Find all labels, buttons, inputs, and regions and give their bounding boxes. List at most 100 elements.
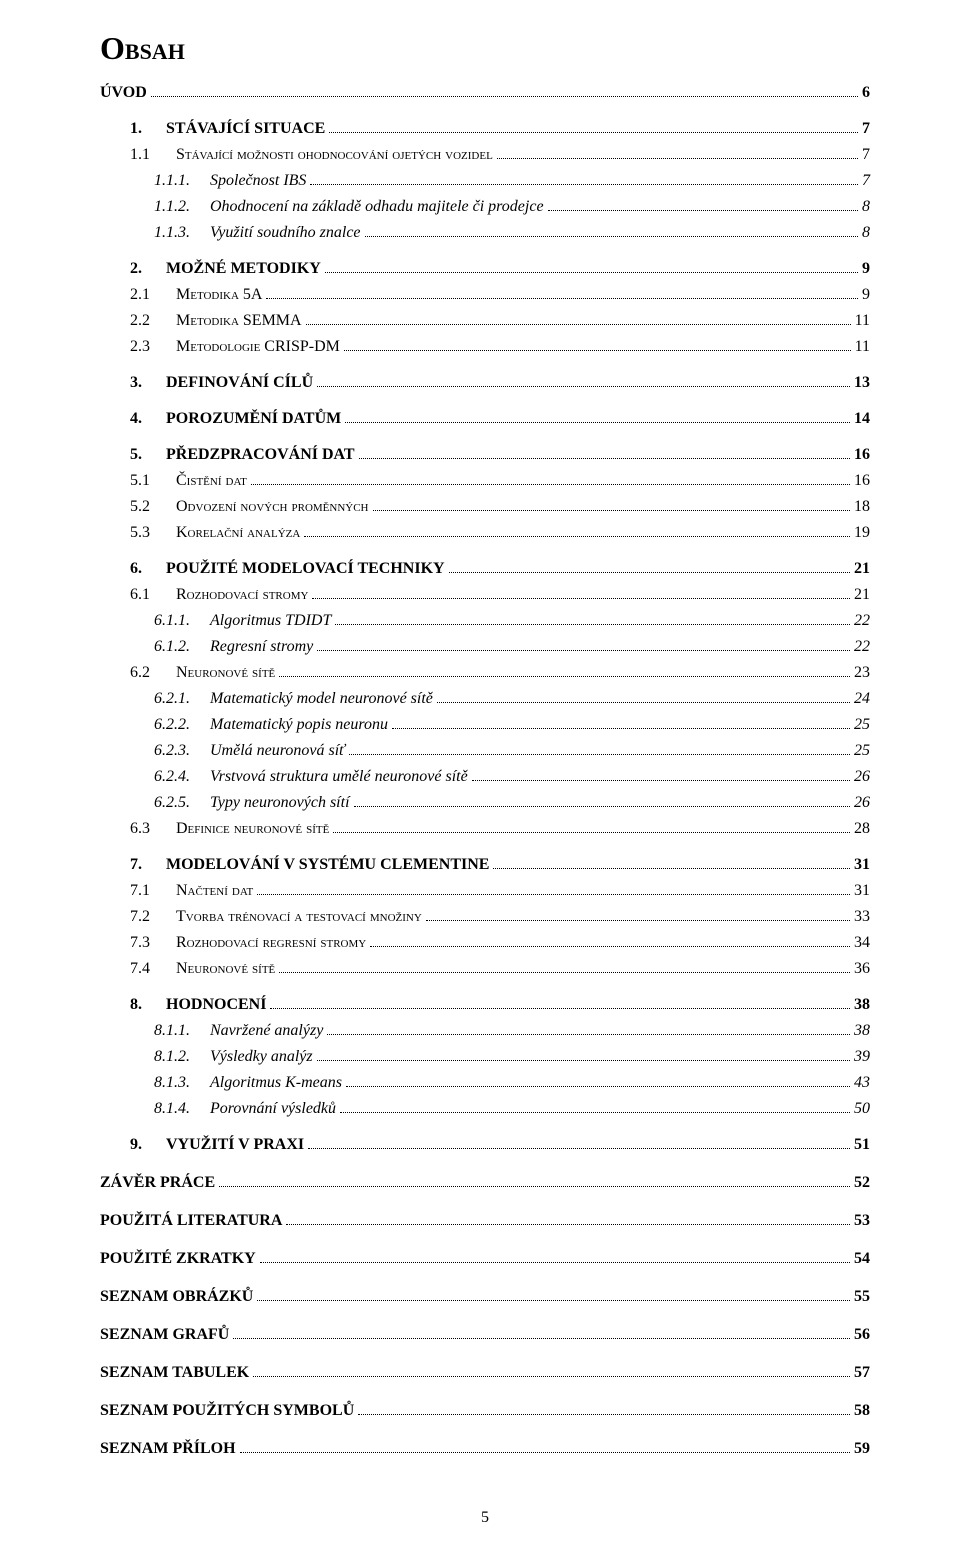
toc-entry-label: SEZNAM PŘÍLOH xyxy=(100,1437,236,1461)
toc-leader xyxy=(260,1262,850,1263)
toc-entry-page: 22 xyxy=(854,609,870,633)
toc-entry-page: 26 xyxy=(854,791,870,815)
toc-entry-text: Rozhodovací regresní stromy xyxy=(176,934,366,951)
toc-entry-page: 9 xyxy=(862,283,870,307)
toc-entry-text: Využití soudního znalce xyxy=(210,224,361,241)
toc-entry-label: 5.PŘEDZPRACOVÁNÍ DAT xyxy=(130,443,355,467)
toc-entry-number: 1.1.3. xyxy=(154,221,210,245)
toc-leader xyxy=(306,324,851,325)
toc-entry-label: POUŽITÉ ZKRATKY xyxy=(100,1247,256,1271)
toc-entry-page: 38 xyxy=(854,993,870,1017)
toc-entry-label: 2.MOŽNÉ METODIKY xyxy=(130,257,321,281)
toc-entry: SEZNAM POUŽITÝCH SYMBOLŮ58 xyxy=(100,1399,870,1423)
toc-entry-number: 3. xyxy=(130,371,166,395)
toc-entry-page: 18 xyxy=(854,495,870,519)
toc-entry-text: SEZNAM POUŽITÝCH SYMBOLŮ xyxy=(100,1402,354,1419)
page-number: 5 xyxy=(100,1509,870,1527)
toc-entry-number: 8.1.4. xyxy=(154,1097,210,1121)
toc-entry-label: 1.1.2.Ohodnocení na základě odhadu majit… xyxy=(154,195,544,219)
toc-entry-text: Porovnání výsledků xyxy=(210,1100,336,1117)
toc-entry: 2.MOŽNÉ METODIKY9 xyxy=(100,257,870,281)
toc-leader xyxy=(304,536,850,537)
toc-leader xyxy=(392,728,850,729)
toc-title: Obsah xyxy=(100,30,870,67)
toc-entry: 6.1Rozhodovací stromy21 xyxy=(100,583,870,607)
toc-leader xyxy=(365,236,858,237)
toc-entry-number: 6.2.2. xyxy=(154,713,210,737)
toc-entry-page: 21 xyxy=(854,583,870,607)
toc-leader xyxy=(257,894,850,895)
toc-entry-number: 2. xyxy=(130,257,166,281)
toc-leader xyxy=(437,702,850,703)
toc-entry: POUŽITÉ ZKRATKY54 xyxy=(100,1247,870,1271)
toc-entry-label: 6.2.5.Typy neuronových sítí xyxy=(154,791,350,815)
toc-entry: 9.VYUŽITÍ V PRAXI51 xyxy=(100,1133,870,1157)
toc-entry-page: 56 xyxy=(854,1323,870,1347)
toc-entry-page: 24 xyxy=(854,687,870,711)
toc-entry-number: 6.1 xyxy=(130,583,176,607)
toc-entry: SEZNAM PŘÍLOH59 xyxy=(100,1437,870,1461)
toc-entry-label: SEZNAM GRAFŮ xyxy=(100,1323,229,1347)
toc-entry-page: 21 xyxy=(854,557,870,581)
toc-entry-label: 5.1Čistění dat xyxy=(130,469,247,493)
toc-entry-label: 4.POROZUMĚNÍ DATŮM xyxy=(130,407,341,431)
toc-entry-page: 22 xyxy=(854,635,870,659)
toc-entry: 8.1.4.Porovnání výsledků50 xyxy=(100,1097,870,1121)
toc-entry-label: 1.STÁVAJÍCÍ SITUACE xyxy=(130,117,325,141)
toc-entry: 3.DEFINOVÁNÍ CÍLŮ13 xyxy=(100,371,870,395)
toc-entry-page: 39 xyxy=(854,1045,870,1069)
toc-entry-page: 52 xyxy=(854,1171,870,1195)
toc-entry-label: 8.1.2.Výsledky analýz xyxy=(154,1045,313,1069)
toc-entry-label: POUŽITÁ LITERATURA xyxy=(100,1209,282,1233)
toc-leader xyxy=(493,868,850,869)
toc-entry-text: POUŽITÉ MODELOVACÍ TECHNIKY xyxy=(166,560,445,577)
toc-entry-page: 6 xyxy=(862,81,870,105)
toc-entry: POUŽITÁ LITERATURA53 xyxy=(100,1209,870,1233)
toc-entry: 6.2.1.Matematický model neuronové sítě24 xyxy=(100,687,870,711)
toc-entry-number: 6.2.4. xyxy=(154,765,210,789)
toc-entry: 6.2.3.Umělá neuronová síť25 xyxy=(100,739,870,763)
toc-entry-number: 6. xyxy=(130,557,166,581)
toc-leader xyxy=(233,1338,850,1339)
toc-entry: 8.1.1.Navržené analýzy38 xyxy=(100,1019,870,1043)
toc-entry-page: 38 xyxy=(854,1019,870,1043)
toc-entry: SEZNAM OBRÁZKŮ55 xyxy=(100,1285,870,1309)
toc-entry-text: Výsledky analýz xyxy=(210,1048,313,1065)
toc-entry-text: POUŽITÉ ZKRATKY xyxy=(100,1250,256,1267)
toc-entry-label: 5.2Odvození nových proměnných xyxy=(130,495,369,519)
toc-entry-text: Načtení dat xyxy=(176,882,253,899)
toc-entry-text: Matematický model neuronové sítě xyxy=(210,690,433,707)
toc-entry-number: 7.3 xyxy=(130,931,176,955)
toc-entry-number: 6.2.5. xyxy=(154,791,210,815)
toc-leader xyxy=(317,386,850,387)
toc-leader xyxy=(354,806,850,807)
toc-entry-number: 8.1.2. xyxy=(154,1045,210,1069)
toc-entry-number: 5.2 xyxy=(130,495,176,519)
toc-entry-text: PŘEDZPRACOVÁNÍ DAT xyxy=(166,446,355,463)
toc-entry-label: 5.3Korelační analýza xyxy=(130,521,300,545)
toc-entry-number: 1.1 xyxy=(130,143,176,167)
toc-entry-text: Metodika SEMMA xyxy=(176,312,302,329)
toc-entry-page: 19 xyxy=(854,521,870,545)
toc-entry-text: MOŽNÉ METODIKY xyxy=(166,260,321,277)
toc-entry-label: 6.1.2.Regresní stromy xyxy=(154,635,313,659)
toc-entry-text: Ohodnocení na základě odhadu majitele či… xyxy=(210,198,544,215)
table-of-contents: ÚVOD61.STÁVAJÍCÍ SITUACE71.1Stávající mo… xyxy=(100,81,870,1461)
toc-leader xyxy=(286,1224,850,1225)
toc-leader xyxy=(317,1060,850,1061)
toc-entry: 7.1Načtení dat31 xyxy=(100,879,870,903)
toc-entry-number: 5. xyxy=(130,443,166,467)
toc-entry-number: 9. xyxy=(130,1133,166,1157)
toc-entry-label: 6.1.1.Algoritmus TDIDT xyxy=(154,609,331,633)
toc-leader xyxy=(253,1376,850,1377)
toc-entry-text: HODNOCENÍ xyxy=(166,996,266,1013)
toc-entry-label: 8.HODNOCENÍ xyxy=(130,993,266,1017)
toc-entry-page: 51 xyxy=(854,1133,870,1157)
toc-leader xyxy=(358,1414,850,1415)
toc-entry: SEZNAM TABULEK57 xyxy=(100,1361,870,1385)
toc-entry-text: Čistění dat xyxy=(176,472,247,489)
toc-entry-page: 7 xyxy=(862,117,870,141)
toc-entry-label: 2.1Metodika 5A xyxy=(130,283,262,307)
toc-entry-page: 11 xyxy=(855,309,870,333)
toc-leader xyxy=(472,780,850,781)
